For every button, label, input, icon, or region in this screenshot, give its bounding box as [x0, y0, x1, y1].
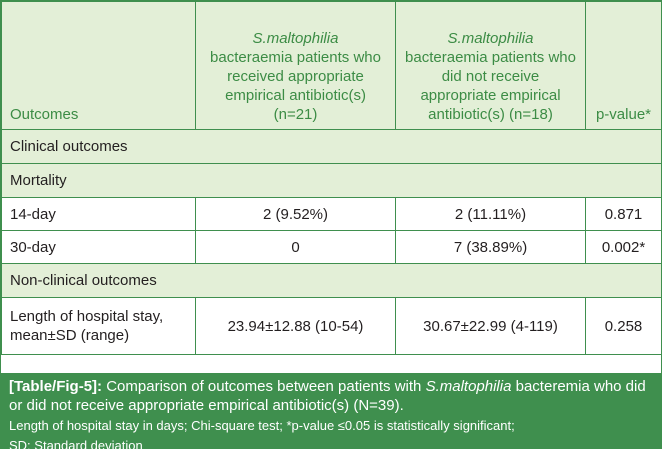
- section-mortality: Mortality: [1, 163, 662, 198]
- cell-not-received: 7 (38.89%): [395, 230, 586, 264]
- header-received: S.maltophilia bacteraemia patients who r…: [195, 1, 396, 130]
- cell-pvalue: 0.258: [585, 297, 662, 355]
- header-row: Outcomes S.maltophilia bacteraemia patie…: [1, 1, 662, 130]
- row-label: Length of hospital stay, mean±SD (range): [1, 297, 196, 355]
- caption-title: [Table/Fig-5]: Comparison of outcomes be…: [9, 377, 653, 415]
- caption-text-before: Comparison of outcomes between patients …: [106, 378, 422, 395]
- header-not-received-organism: S.maltophilia: [447, 30, 534, 47]
- cell-not-received: 2 (11.11%): [395, 197, 586, 231]
- header-not-received: S.maltophilia bacteraemia patients who d…: [395, 1, 586, 130]
- cell-received: 0: [195, 230, 396, 264]
- header-outcomes: Outcomes: [1, 1, 196, 130]
- row-label: 30-day: [1, 230, 196, 264]
- figure-caption: [Table/Fig-5]: Comparison of outcomes be…: [1, 373, 661, 453]
- table-row: 30-day 0 7 (38.89%) 0.002*: [1, 230, 662, 264]
- cell-not-received: 30.67±22.99 (4-119): [395, 297, 586, 355]
- section-row: Mortality: [1, 163, 662, 198]
- caption-note-1: Length of hospital stay in days; Chi-squ…: [9, 418, 515, 433]
- section-row: Non-clinical outcomes: [1, 263, 662, 298]
- header-received-organism: S.maltophilia: [252, 30, 339, 47]
- section-clinical-outcomes: Clinical outcomes: [1, 129, 662, 164]
- section-row: Clinical outcomes: [1, 129, 662, 164]
- header-not-received-text: bacteraemia patients who did not receive…: [405, 49, 576, 123]
- cell-received: 2 (9.52%): [195, 197, 396, 231]
- table-row: Length of hospital stay, mean±SD (range)…: [1, 297, 662, 355]
- table-row: 14-day 2 (9.52%) 2 (11.11%) 0.871: [1, 197, 662, 231]
- cell-pvalue: 0.871: [585, 197, 662, 231]
- header-pvalue: p-value*: [585, 1, 662, 130]
- cell-received: 23.94±12.88 (10-54): [195, 297, 396, 355]
- caption-text-after: bacteremia who did or did not receive ap…: [9, 378, 646, 414]
- row-label: 14-day: [1, 197, 196, 231]
- header-received-text: bacteraemia patients who received approp…: [210, 49, 381, 123]
- caption-note-2: SD: Standard deviation: [9, 438, 143, 453]
- cell-pvalue: 0.002*: [585, 230, 662, 264]
- section-non-clinical-outcomes: Non-clinical outcomes: [1, 263, 662, 298]
- outcomes-table: Outcomes S.maltophilia bacteraemia patie…: [1, 1, 662, 355]
- caption-label: [Table/Fig-5]:: [9, 378, 103, 395]
- caption-organism: S.maltophilia: [425, 378, 512, 395]
